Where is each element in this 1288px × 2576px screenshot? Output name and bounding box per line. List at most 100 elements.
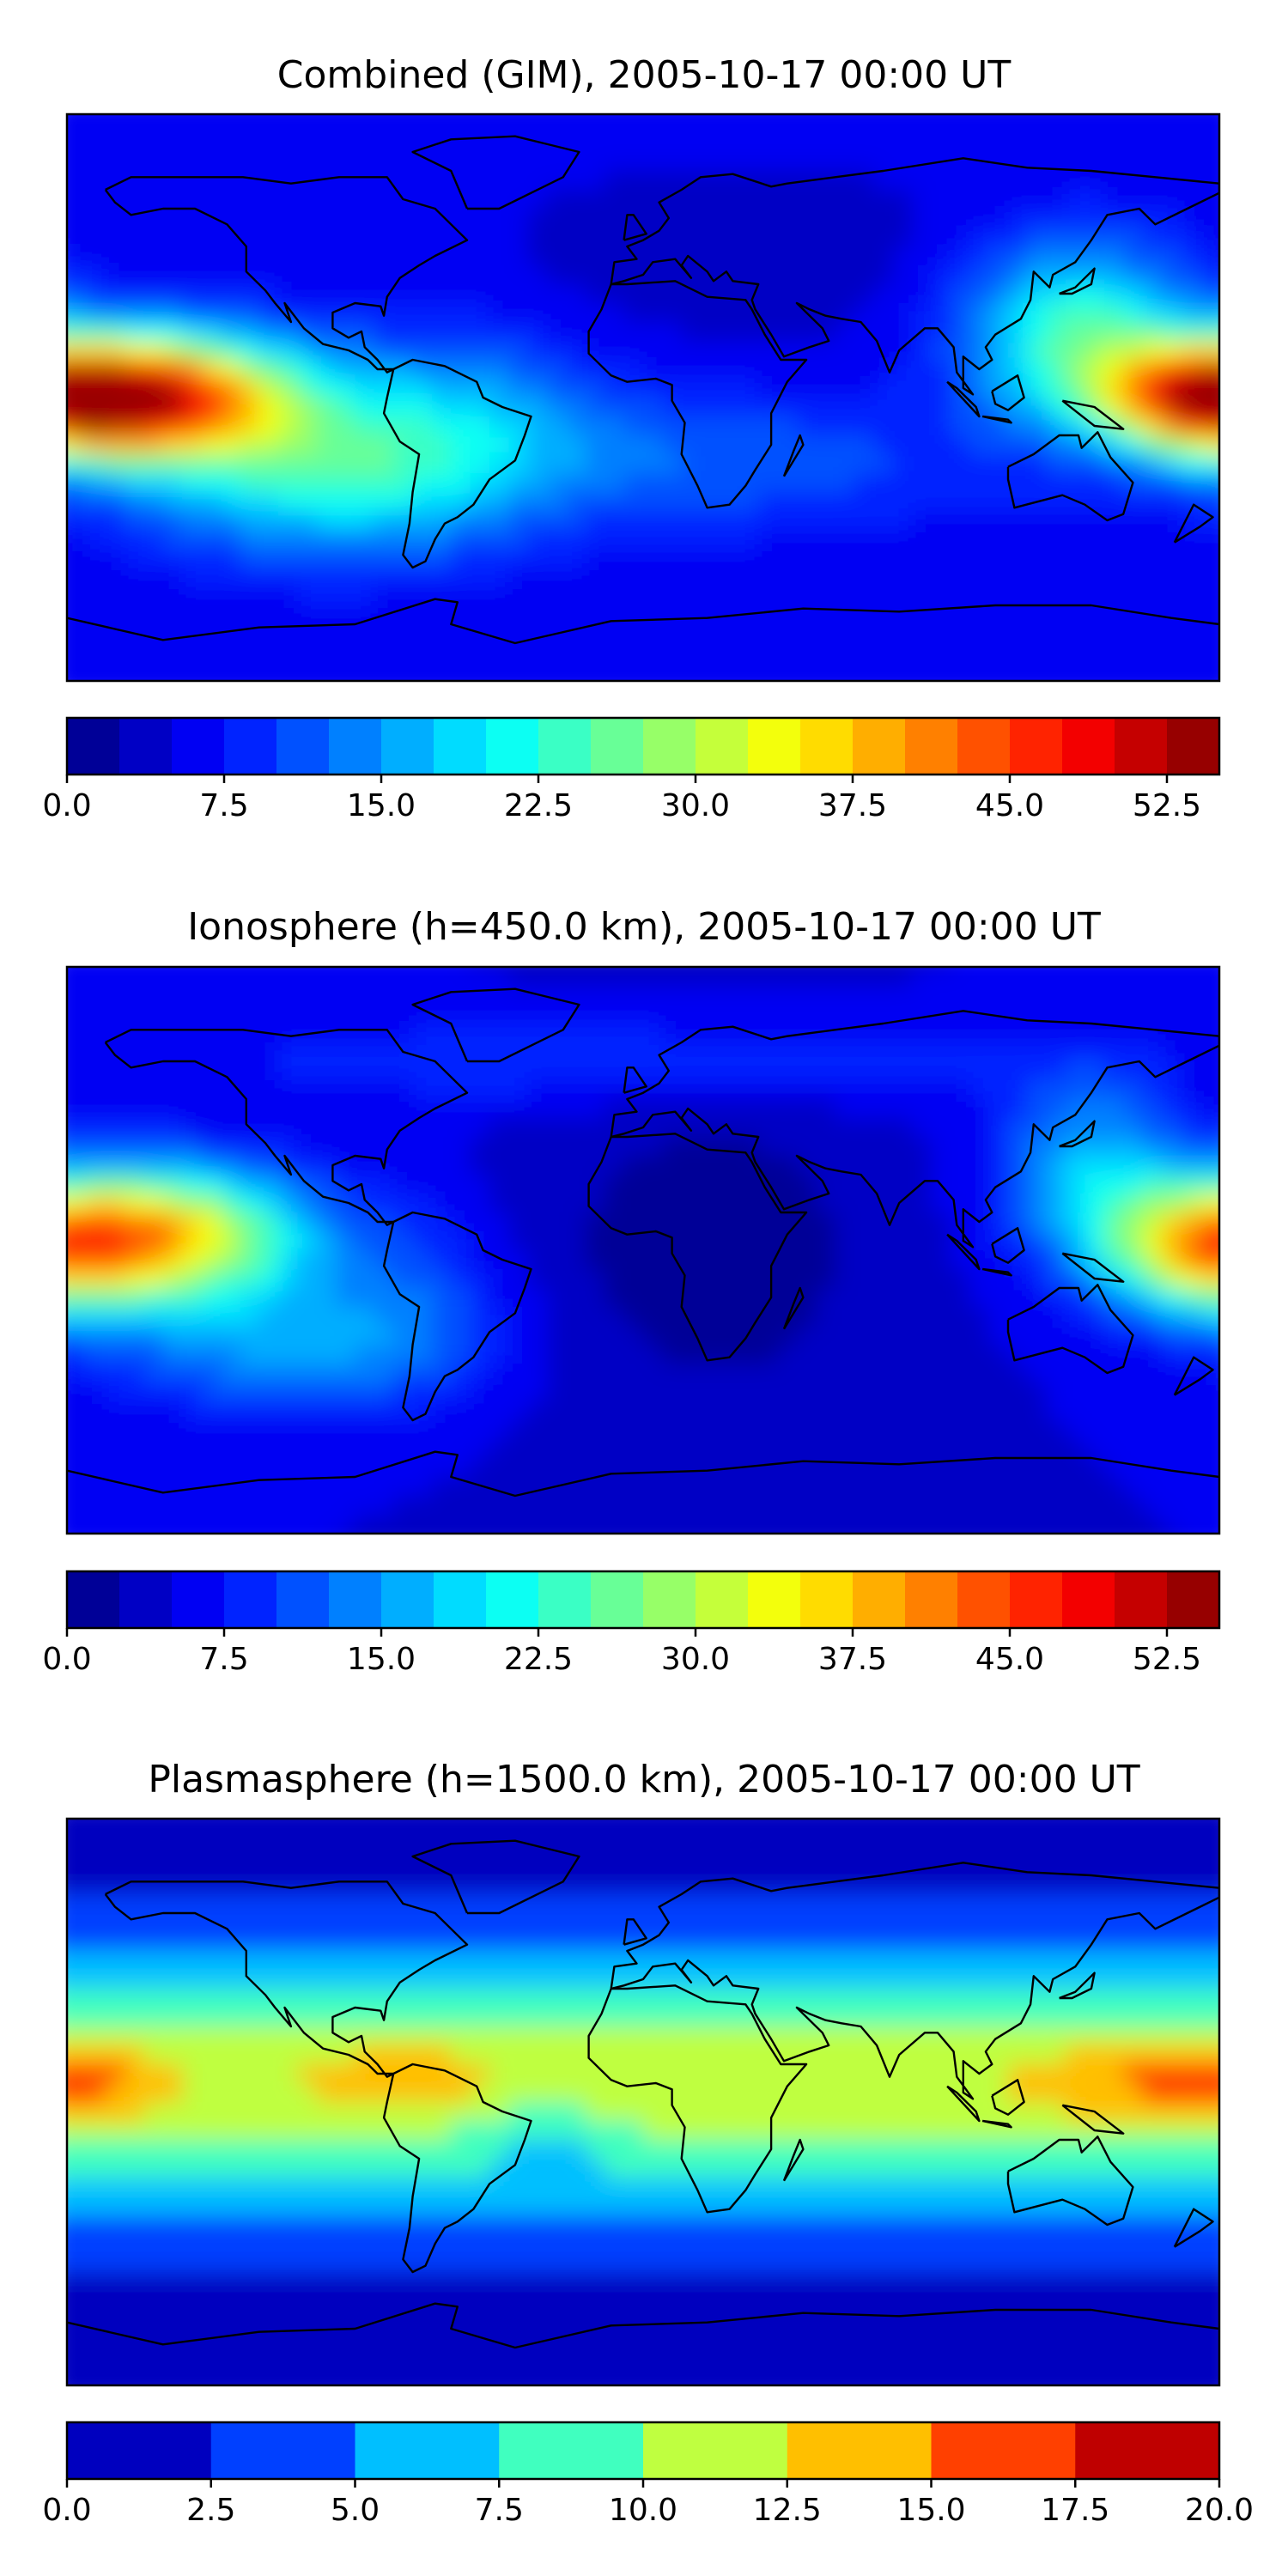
coastline-2 <box>411 135 580 210</box>
colorbar-combined-tick-label: 37.5 <box>818 788 887 823</box>
colorbar-plasmasphere-segment <box>643 2422 788 2479</box>
coastline-3 <box>587 1984 808 2214</box>
coastline-10 <box>991 1227 1025 1264</box>
colorbar-ionosphere-segment <box>224 1571 277 1628</box>
coastline-0 <box>104 176 469 374</box>
colorbar-plasmasphere-segment <box>931 2422 1076 2479</box>
colorbar-plasmasphere-segment <box>787 2422 932 2479</box>
colorbar-ionosphere-segment <box>748 1571 801 1628</box>
colorbar-ionosphere-segment <box>591 1571 644 1628</box>
colorbar-combined-segment <box>486 718 539 775</box>
colorbar-plasmasphere-tick-label: 0.0 <box>42 2493 91 2528</box>
colorbar-ionosphere-segment <box>276 1571 330 1628</box>
colorbar-ionosphere-segment <box>1062 1571 1115 1628</box>
coastline-14 <box>1061 399 1125 430</box>
colorbar-ionosphere-segment <box>119 1571 173 1628</box>
colorbar-ionosphere-tick-label: 22.5 <box>504 1642 573 1677</box>
colorbar-combined-segment <box>538 718 592 775</box>
panel-title-ionosphere: Ionosphere (h=450.0 km), 2005-10-17 00:0… <box>187 905 1101 949</box>
coastline-6 <box>67 598 1219 645</box>
colorbar-plasmasphere-tick-label: 12.5 <box>753 2493 822 2528</box>
colorbar-combined-segment <box>1167 718 1220 775</box>
colorbar-ionosphere-segment <box>800 1571 854 1628</box>
colorbar-ionosphere-segment <box>434 1571 487 1628</box>
coastline-4 <box>610 157 1219 396</box>
colorbar-ionosphere-tick-label: 7.5 <box>199 1642 248 1677</box>
colorbar-combined-segment <box>119 718 173 775</box>
colorbar-combined-segment <box>172 718 225 775</box>
colorbar-plasmasphere-frame <box>65 2421 1221 2481</box>
colorbar-plasmasphere-segment <box>210 2422 355 2479</box>
colorbar-ionosphere-segment <box>329 1571 382 1628</box>
coastline-9 <box>981 2119 1012 2129</box>
colorbar-ionosphere-tick-label: 0.0 <box>42 1642 91 1677</box>
coastline-9 <box>981 415 1012 424</box>
colorbar-combined-tick-label: 15.0 <box>347 788 416 823</box>
colorbar-ionosphere-tick-label: 52.5 <box>1133 1642 1201 1677</box>
colorbar-ionosphere-segment <box>957 1571 1011 1628</box>
coastline-3 <box>587 1133 808 1362</box>
coastline-13 <box>1173 503 1214 544</box>
colorbar-ionosphere-tick-label: 45.0 <box>975 1642 1044 1677</box>
colorbar-ionosphere-segment <box>853 1571 906 1628</box>
colorbar-combined-segment <box>905 718 958 775</box>
coastline-7 <box>782 434 805 477</box>
coastline-10 <box>991 374 1025 411</box>
colorbar-ionosphere-segment <box>67 1571 120 1628</box>
colorbar-plasmasphere-tick-label: 20.0 <box>1185 2493 1254 2528</box>
panel-title-plasmasphere: Plasmasphere (h=1500.0 km), 2005-10-17 0… <box>148 1758 1140 1801</box>
coastline-11 <box>1059 1971 1096 2000</box>
coastline-10 <box>991 2079 1025 2116</box>
coastline-12 <box>623 1918 647 1946</box>
map-field-plasmasphere <box>67 1819 1219 2385</box>
colorbar-combined-segment <box>67 718 120 775</box>
colorbar-ionosphere: 0.0 7.5 15.0 22.5 30.0 37.5 45.0 52.5 <box>42 1570 1221 1677</box>
colorbar-ionosphere-segment <box>1115 1571 1168 1628</box>
colorbar-ionosphere-tick-label: 37.5 <box>818 1642 887 1677</box>
map-field-combined <box>67 114 1219 681</box>
colorbar-combined-segment <box>224 718 277 775</box>
coastline-6 <box>67 2302 1219 2349</box>
coastline-5 <box>1006 431 1134 522</box>
coastline-14 <box>1061 2104 1125 2135</box>
colorbar-ionosphere-tick-label: 15.0 <box>347 1642 416 1677</box>
coastline-5 <box>1006 1284 1134 1375</box>
colorbar-ionosphere-segment <box>1167 1571 1220 1628</box>
map-frame-ionosphere <box>65 965 1221 1535</box>
colorbar-plasmasphere-tick-label: 5.0 <box>331 2493 380 2528</box>
panel-title-combined: Combined (GIM), 2005-10-17 00:00 UT <box>276 53 1012 97</box>
colorbar-ionosphere-segment <box>643 1571 696 1628</box>
coastline-3 <box>587 280 808 509</box>
coastline-12 <box>623 214 647 241</box>
colorbar-plasmasphere-tick-label: 17.5 <box>1041 2493 1109 2528</box>
colorbar-combined-segment <box>696 718 749 775</box>
coastline-1 <box>382 358 532 569</box>
coastline-8 <box>946 1233 981 1271</box>
coastline-0 <box>104 1880 469 2078</box>
colorbar-ionosphere-segment <box>1010 1571 1063 1628</box>
colorbar-plasmasphere: 0.0 2.5 5.0 7.5 10.0 12.5 15.0 17.5 20.0 <box>42 2421 1254 2528</box>
colorbar-ionosphere-frame <box>65 1570 1221 1630</box>
colorbar-plasmasphere-segment <box>499 2422 644 2479</box>
map-frame-combined <box>65 112 1221 683</box>
colorbar-combined-segment <box>329 718 382 775</box>
colorbar-combined-segment <box>643 718 696 775</box>
colorbar-plasmasphere-segment <box>355 2422 500 2479</box>
coastlines-ionosphere <box>67 987 1219 1498</box>
coastline-6 <box>67 1450 1219 1498</box>
coastline-1 <box>382 1211 532 1422</box>
coastline-7 <box>782 2138 805 2182</box>
colorbar-ionosphere-segment <box>172 1571 225 1628</box>
coastline-5 <box>1006 2136 1134 2227</box>
colorbar-combined-frame <box>65 716 1221 776</box>
coastlines-combined <box>67 135 1219 645</box>
coastline-1 <box>382 2063 532 2274</box>
coastline-8 <box>946 2085 981 2123</box>
coastline-4 <box>610 1010 1219 1249</box>
colorbar-plasmasphere-segment <box>1075 2422 1220 2479</box>
colorbar-combined-tick-label: 45.0 <box>975 788 1044 823</box>
coastline-13 <box>1173 2208 1214 2248</box>
colorbar-combined-segment <box>1062 718 1115 775</box>
colorbar-combined-tick-label: 52.5 <box>1133 788 1201 823</box>
colorbar-combined-segment <box>800 718 854 775</box>
